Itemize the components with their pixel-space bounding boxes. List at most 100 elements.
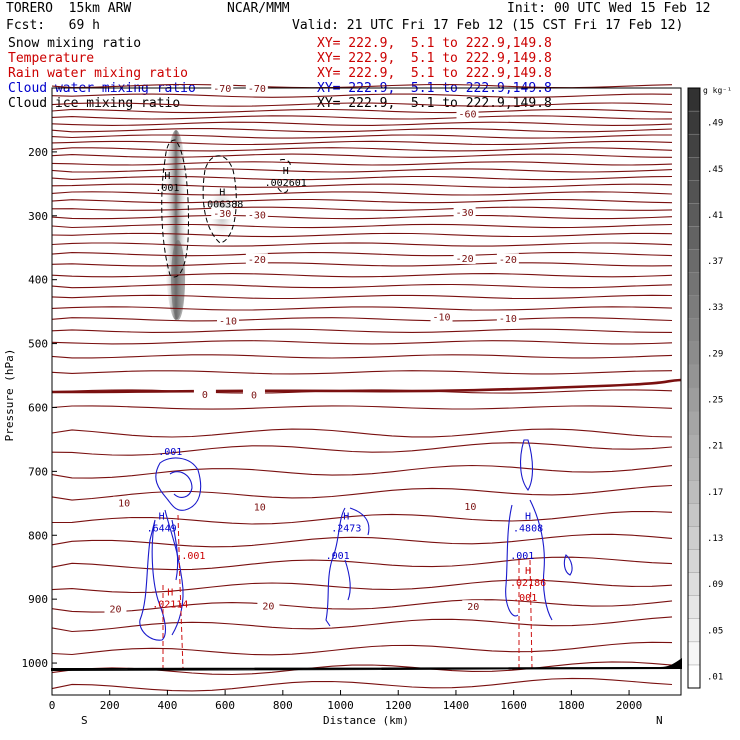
colorbar-label-5: .21 — [707, 442, 723, 452]
colorbar-label-8: .33 — [707, 303, 723, 313]
contour-label-0: .001 — [158, 447, 182, 458]
isotherm-10 — [51, 153, 673, 158]
isotherm-15 — [51, 191, 673, 196]
temp-label-bg-0 — [211, 82, 234, 94]
isotherm-13 — [51, 175, 673, 181]
x-tick-label-1: 200 — [100, 699, 120, 712]
temp-label-2: -60 — [458, 110, 476, 121]
max-h-5: H — [525, 512, 531, 523]
isotherm-7 — [51, 134, 672, 139]
isotherm-5 — [51, 121, 673, 126]
max-h-6: H — [167, 588, 173, 599]
isotherm-41 — [51, 556, 673, 571]
temp-label-bg-18 — [257, 599, 280, 612]
y-tick-label-4: 600 — [28, 401, 48, 414]
colorbar-swatch-12 — [687, 387, 701, 412]
isotherm-28 — [51, 317, 673, 322]
max-value-3: .6449 — [147, 524, 177, 535]
temp-label-3: -30 — [213, 209, 231, 220]
temperature-contours — [51, 83, 673, 692]
init-time: Init: 00 UTC Wed 15 Feb 12 — [507, 1, 711, 16]
y-tick-label-2: 400 — [28, 274, 48, 287]
temp-label-bg-19 — [462, 600, 485, 613]
isotherm-45 — [51, 641, 673, 656]
contour-label-3: .001 — [181, 551, 205, 562]
isotherm-42 — [51, 579, 673, 594]
colorbar-swatch-17 — [687, 272, 701, 296]
colorbar-swatch-15 — [687, 318, 701, 343]
x-axis: 0 200 400 600 800 1000 1200 1400 1600 1800 2000 — [49, 690, 643, 712]
x-tick-label-3: 600 — [215, 699, 235, 712]
max-h-3: H — [159, 512, 165, 523]
temp-label-7: -20 — [456, 254, 474, 265]
temp-label-8: -20 — [499, 255, 517, 266]
temp-label-1: -70 — [248, 84, 266, 95]
max-value-7: .02186 — [510, 578, 546, 589]
isotherm-38 — [51, 484, 673, 501]
max-h-7: H — [525, 566, 531, 577]
field-label-rain: Rain water mixing ratio — [8, 66, 189, 81]
colorbar-swatch-24 — [687, 110, 701, 135]
isotherm-39 — [51, 510, 673, 525]
isotherm-36 — [51, 442, 673, 456]
isotherm-47 — [51, 677, 673, 692]
x-tick-label-10: 2000 — [616, 699, 643, 712]
temp-label-13: 0 — [251, 391, 257, 402]
temp-label-bg-15 — [248, 500, 271, 513]
temp-label-bg-1 — [245, 82, 268, 94]
max-value-4: .2473 — [331, 524, 361, 535]
colorbar-swatch-0 — [687, 664, 701, 689]
isotherm-22 — [51, 251, 673, 257]
isotherm-2 — [51, 102, 673, 107]
temp-label-bg-4 — [245, 208, 268, 221]
isotherm-31 — [51, 354, 673, 359]
temp-label-6: -20 — [248, 255, 266, 266]
contour-label-1: .001 — [326, 551, 350, 562]
temp-label-bg-5 — [453, 205, 476, 218]
isotherm-34 — [51, 405, 673, 410]
temp-label-bg-14 — [113, 496, 136, 509]
colorbar-swatch-22 — [687, 157, 701, 181]
isotherm-24 — [51, 273, 673, 278]
temp-label-9: -10 — [219, 317, 237, 328]
rain-water-contours — [162, 514, 533, 669]
max-value-0: .001 — [155, 183, 179, 194]
south-end-label: S — [81, 714, 88, 727]
x-tick-label-6: 1200 — [385, 699, 412, 712]
max-value-2: .002601 — [265, 178, 307, 189]
isotherm-14 — [51, 183, 673, 188]
freezing-level-contour — [51, 378, 682, 394]
colorbar-label-0: .01 — [707, 672, 723, 682]
colorbar-swatch-2 — [687, 618, 701, 643]
colorbar-swatch-3 — [687, 595, 701, 619]
colorbar-swatch-11 — [687, 410, 701, 435]
y-tick-label-7: 900 — [28, 593, 48, 606]
colorbar-label-11: .45 — [707, 165, 723, 175]
isotherm-29 — [51, 328, 673, 333]
isotherm-1 — [51, 93, 673, 98]
max-h-2: H — [283, 166, 289, 177]
temp-label-bg-9 — [217, 314, 240, 327]
isotherm-3 — [51, 108, 673, 114]
max-h-1: H — [219, 188, 225, 199]
max-h-4: H — [343, 512, 349, 523]
x-tick-label-2: 400 — [157, 699, 177, 712]
colorbar-swatch-19 — [687, 226, 701, 250]
colorbar-swatch-21 — [687, 180, 701, 204]
isotherm-25 — [51, 283, 673, 289]
x-tick-label-4: 800 — [273, 699, 293, 712]
isotherm-4 — [51, 115, 673, 120]
temp-label-bg-16 — [459, 499, 482, 512]
contour-label-2: .001 — [510, 551, 534, 562]
colorbar-label-12: .49 — [707, 119, 723, 129]
temperature-labels: -70 -70 -60 -30 -30 -30 -20 -20 -20 -10 -10 -10 0 0 10… — [104, 82, 519, 616]
field-xy-rain: XY= 222.9, 5.1 to 222.9,149.8 — [317, 66, 552, 81]
colorbar-unit: g kg⁻¹ — [703, 86, 732, 95]
isotherm-16 — [51, 198, 673, 204]
isotherm-27 — [51, 306, 673, 311]
max-value-6: .02114 — [152, 600, 188, 611]
isotherm-35 — [51, 428, 673, 438]
isotherm-11 — [51, 161, 673, 166]
colorbar-label-4: .17 — [707, 488, 723, 498]
isotherm-32 — [51, 370, 673, 375]
